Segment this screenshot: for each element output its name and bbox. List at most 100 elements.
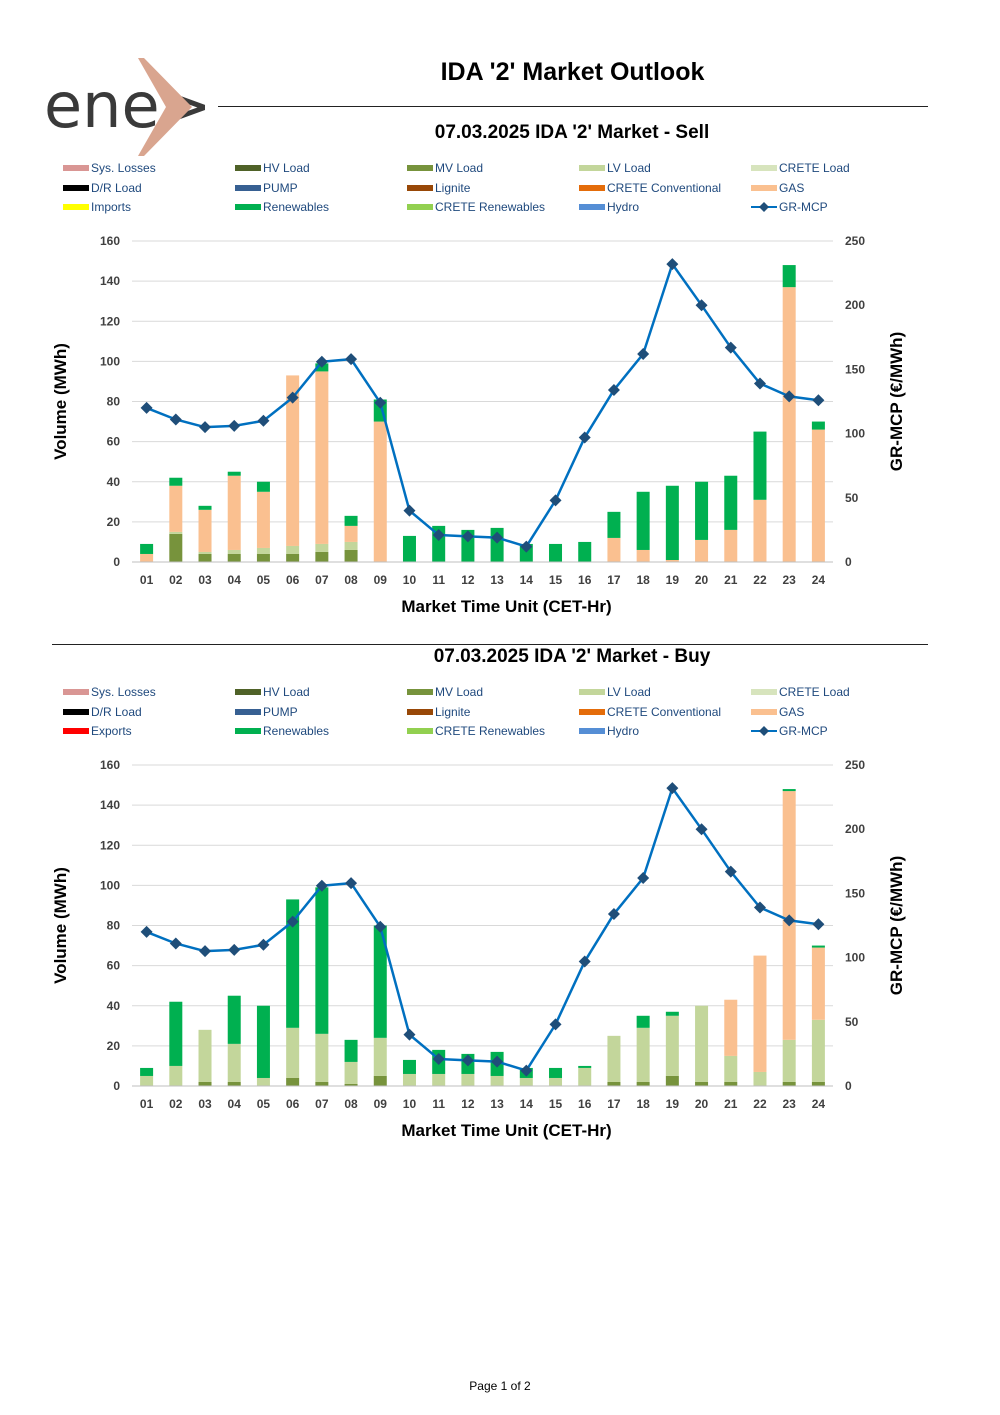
bar-renewables xyxy=(198,505,212,510)
legend-item-lignite: Lignite xyxy=(407,181,471,195)
y2-tick-label: 250 xyxy=(845,758,865,772)
chart-title: 07.03.2025 IDA '2' Market - Sell xyxy=(435,122,709,143)
y2-tick-label: 150 xyxy=(845,886,865,900)
bar-renewables xyxy=(140,543,154,554)
bar-renewables xyxy=(373,925,387,1038)
bar-lv-load xyxy=(753,1071,767,1086)
gr-mcp-point xyxy=(520,1064,533,1077)
legend-swatch xyxy=(63,185,89,191)
bar-lv-load xyxy=(169,1065,183,1086)
bar-renewables xyxy=(695,481,709,540)
bar-renewables xyxy=(402,1059,416,1074)
legend-item-sys-losses: Sys. Losses xyxy=(63,161,156,175)
y2-axis-title: GR-MCP (€/MWh) xyxy=(887,332,906,471)
bar-gas xyxy=(811,429,825,562)
bar-renewables xyxy=(811,945,825,948)
y-tick-label: 120 xyxy=(100,314,120,328)
bar-lv-load xyxy=(286,1027,300,1078)
bar-lv-load xyxy=(227,549,241,554)
gr-mcp-point xyxy=(228,943,241,956)
gr-mcp-point xyxy=(140,401,153,414)
y-tick-label: 140 xyxy=(100,274,120,288)
y-tick-label: 40 xyxy=(107,999,121,1013)
bar-mv-load xyxy=(315,551,329,562)
gr-mcp-point xyxy=(199,421,212,434)
legend-swatch-marker xyxy=(759,202,769,212)
gr-mcp-line xyxy=(146,786,819,1072)
gr-mcp-point xyxy=(666,258,679,271)
bar-mv-load xyxy=(782,1081,796,1086)
gr-mcp-point xyxy=(812,918,825,931)
legend-swatch xyxy=(579,185,605,191)
x-tick-label: 21 xyxy=(724,1097,738,1111)
x-tick-label: 24 xyxy=(812,1097,826,1111)
bar-gas xyxy=(636,549,650,562)
x-tick-label: 04 xyxy=(228,573,242,587)
legend-label: PUMP xyxy=(263,705,298,719)
gr-mcp-point xyxy=(607,907,620,920)
bar-gas xyxy=(315,371,329,544)
legend-label: CRETE Conventional xyxy=(607,181,721,195)
legend-label: Lignite xyxy=(435,705,471,719)
gr-mcp-point xyxy=(286,391,299,404)
gr-mcp-point xyxy=(666,782,679,795)
x-tick-label: 19 xyxy=(666,573,680,587)
bar-lv-load xyxy=(402,1073,416,1086)
bar-renewables xyxy=(607,511,621,538)
y2-tick-label: 0 xyxy=(845,1079,852,1093)
legend-item-gas: GAS xyxy=(751,705,804,719)
bar-gas xyxy=(753,499,767,562)
legend-label: CRETE Load xyxy=(779,161,850,175)
legend-swatch xyxy=(751,689,777,695)
bar-renewables xyxy=(578,1065,592,1068)
legend-label: GR-MCP xyxy=(779,724,828,738)
gr-mcp-point xyxy=(783,390,796,403)
legend-swatch xyxy=(235,185,261,191)
bar-renewables xyxy=(344,1039,358,1062)
bar-lv-load xyxy=(315,1033,329,1082)
legend-label: HV Load xyxy=(263,161,310,175)
logo-chevron xyxy=(138,58,192,156)
legend-item-hv-load: HV Load xyxy=(235,685,310,699)
x-tick-label: 11 xyxy=(432,573,445,587)
bar-renewables xyxy=(636,491,650,550)
bar-gas xyxy=(724,999,738,1056)
bar-renewables xyxy=(782,265,796,288)
x-tick-label: 01 xyxy=(140,1097,154,1111)
legend-label: LV Load xyxy=(607,161,651,175)
legend-swatch xyxy=(63,709,89,715)
bar-renewables xyxy=(549,1067,563,1078)
legend-swatch xyxy=(407,709,433,715)
x-tick-label: 09 xyxy=(374,573,388,587)
x-tick-label: 24 xyxy=(812,573,826,587)
legend-item-crete-conventional: CRETE Conventional xyxy=(579,705,721,719)
bar-lv-load xyxy=(344,1061,358,1084)
sell-chart: 07.03.2025 IDA '2' Market - Sell Sys. Los… xyxy=(51,122,906,616)
bar-lv-load xyxy=(432,1073,446,1086)
x-tick-label: 20 xyxy=(695,573,709,587)
legend-item-crete-load: CRETE Load xyxy=(751,161,850,175)
x-axis-title: Market Time Unit (CET-Hr) xyxy=(401,1121,611,1140)
bar-lv-load xyxy=(373,1037,387,1076)
gr-mcp-point xyxy=(257,414,270,427)
gr-mcp-point xyxy=(374,396,387,409)
gr-mcp-point xyxy=(140,925,153,938)
x-tick-label: 11 xyxy=(432,1097,445,1111)
bar-mv-load xyxy=(227,553,241,562)
legend-item-exports: Exports xyxy=(63,724,132,738)
legend-item-d-r-load: D/R Load xyxy=(63,181,142,195)
gr-mcp-point xyxy=(695,823,708,836)
legend-item-hydro: Hydro xyxy=(579,724,639,738)
bar-lv-load xyxy=(607,1035,621,1082)
y-tick-label: 160 xyxy=(100,758,120,772)
x-tick-label: 12 xyxy=(461,1097,475,1111)
bar-mv-load xyxy=(315,1081,329,1086)
gr-mcp-point xyxy=(169,413,182,426)
x-tick-label: 23 xyxy=(783,1097,797,1111)
legend-item-crete-conventional: CRETE Conventional xyxy=(579,181,721,195)
legend-swatch xyxy=(579,728,605,734)
bar-lv-load xyxy=(578,1067,592,1086)
legend-item-gas: GAS xyxy=(751,181,804,195)
bar-lv-load xyxy=(227,1043,241,1082)
y-axis-title: Volume (MWh) xyxy=(51,867,70,984)
